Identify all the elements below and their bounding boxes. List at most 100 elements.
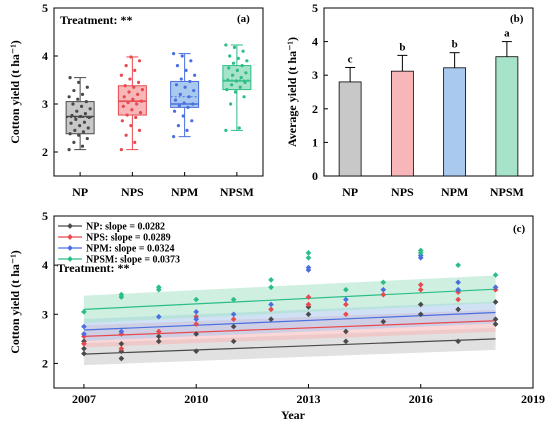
data-point xyxy=(182,101,186,105)
data-point xyxy=(185,128,189,132)
panel-c-xtick-label: 2013 xyxy=(296,392,320,406)
panel-b-ytick-label: 4 xyxy=(312,35,318,49)
data-point xyxy=(118,340,125,347)
panel-c-yaxis: 2 3 4 5 xyxy=(42,209,58,370)
legend-label: NP: slope = 0.0282 xyxy=(86,222,165,233)
data-point xyxy=(243,80,247,84)
data-point xyxy=(76,97,80,101)
data-point xyxy=(136,92,140,96)
data-point xyxy=(120,119,124,123)
data-point xyxy=(140,88,145,92)
data-point xyxy=(71,102,75,106)
data-point xyxy=(226,78,230,82)
panel-c-points xyxy=(81,247,499,362)
data-point xyxy=(67,95,71,99)
data-point xyxy=(492,284,499,291)
data-point xyxy=(305,264,312,271)
bar-nps xyxy=(390,70,414,177)
panel-c-xtick-label: 2019 xyxy=(521,392,545,406)
data-point xyxy=(242,95,246,99)
data-point xyxy=(238,85,242,89)
panel-a-frame xyxy=(53,7,264,177)
data-point xyxy=(417,286,424,293)
panel-a-ylabel: Cotton yield (t ha⁻¹) xyxy=(8,40,22,144)
panel-b-frame xyxy=(323,7,534,177)
data-point xyxy=(417,311,424,318)
data-point xyxy=(126,100,130,105)
panel-c-xtick-label: 2016 xyxy=(409,392,433,406)
data-point xyxy=(174,83,179,87)
panel-b-bars: c b b a xyxy=(338,28,519,177)
panel-a-xtick-label: NP xyxy=(72,185,88,199)
data-point xyxy=(188,79,192,84)
data-point xyxy=(268,284,274,291)
panel-a-ytick-label: 3 xyxy=(42,97,48,111)
data-point xyxy=(417,281,424,288)
panel-c-xlabel: Year xyxy=(281,408,306,422)
data-point xyxy=(305,301,312,308)
panel-c-xtick-label: 2010 xyxy=(184,392,208,406)
data-point xyxy=(180,54,184,58)
data-point xyxy=(73,128,77,132)
panel-b-ytick-label: 1 xyxy=(312,135,318,149)
panel-c-frame xyxy=(53,215,534,389)
data-point xyxy=(176,124,181,128)
data-point xyxy=(68,132,72,136)
data-point xyxy=(81,323,87,330)
data-point xyxy=(455,286,461,293)
data-point xyxy=(85,136,89,141)
data-point xyxy=(128,77,132,81)
data-point xyxy=(81,350,87,357)
data-point xyxy=(81,309,87,315)
data-point xyxy=(81,345,87,352)
panel-b-ytick-label: 5 xyxy=(312,1,318,15)
data-point xyxy=(155,338,162,345)
trend-line-np xyxy=(83,338,496,355)
legend-label: NPM: slope = 0.0324 xyxy=(86,244,174,255)
bar-npm xyxy=(443,67,467,177)
data-point xyxy=(191,102,195,106)
data-point xyxy=(70,113,74,118)
data-point xyxy=(155,328,162,335)
legend-label: NPSM: slope = 0.0373 xyxy=(86,255,180,266)
significance-letter: c xyxy=(348,53,353,65)
data-point xyxy=(380,318,387,325)
data-point xyxy=(492,321,499,327)
significance-letter: a xyxy=(504,28,510,40)
data-point xyxy=(492,299,499,305)
data-point xyxy=(175,64,180,68)
data-point xyxy=(305,250,312,256)
data-point xyxy=(79,104,84,108)
data-point xyxy=(172,109,177,113)
panel-a-xtick-label: NPSM xyxy=(220,185,254,199)
panel-b-ytick-label: 2 xyxy=(312,102,318,116)
data-point xyxy=(178,92,182,96)
data-point xyxy=(240,64,244,68)
data-point xyxy=(224,128,228,132)
data-point xyxy=(229,102,233,106)
data-point xyxy=(119,73,123,77)
panel-a-ytick-label: 4 xyxy=(42,49,48,63)
legend-label: NPS: slope = 0.0289 xyxy=(86,233,171,244)
panel-c-ytick-label: 5 xyxy=(42,209,48,223)
data-point xyxy=(79,114,83,119)
data-point xyxy=(172,135,176,139)
data-point xyxy=(82,120,87,124)
data-point xyxy=(455,279,461,286)
data-point xyxy=(125,113,129,117)
panel-c-xaxis: 2007 2010 2013 2016 2019 xyxy=(72,384,545,406)
data-point xyxy=(139,99,144,103)
trend-line-nps xyxy=(83,320,496,337)
data-point xyxy=(135,102,139,106)
data-point xyxy=(77,133,81,137)
data-point xyxy=(187,95,191,99)
data-point xyxy=(127,90,131,94)
panel-a: Treatment: ** (a) Cotton yield (t ha⁻¹) … xyxy=(8,1,264,199)
legend-marker xyxy=(67,234,73,240)
panel-b-xtick-label: NPSM xyxy=(490,185,524,199)
data-point xyxy=(118,291,125,298)
trend-line-npsm xyxy=(83,288,496,310)
